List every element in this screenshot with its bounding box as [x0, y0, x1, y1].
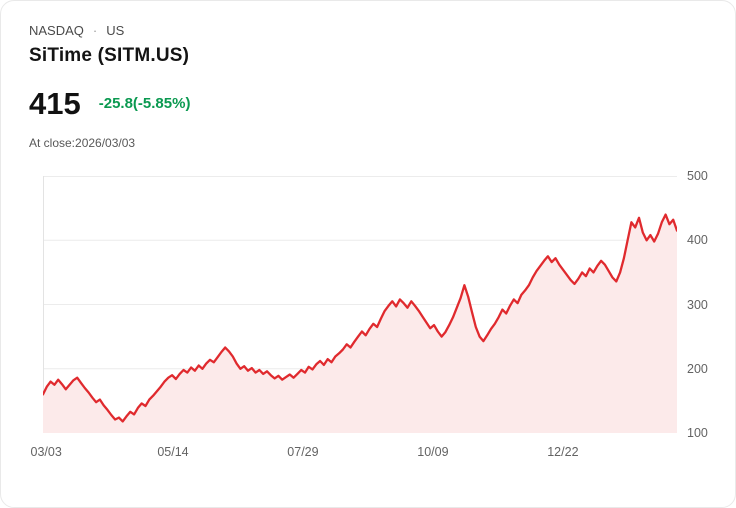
x-axis-label: 12/22: [547, 445, 579, 459]
exchange-row: NASDAQ · US: [29, 23, 707, 38]
y-axis-label: 400: [687, 233, 708, 248]
y-axis-label: 500: [687, 169, 708, 183]
chart-plot[interactable]: [43, 176, 677, 433]
stock-header: NASDAQ · US SiTime (SITM.US) 415 -25.8(-…: [1, 1, 735, 150]
region-label: US: [106, 23, 125, 38]
x-axis-label: 07/29: [287, 445, 319, 459]
chart-canvas[interactable]: [43, 176, 677, 433]
page-title: SiTime (SITM.US): [29, 45, 190, 66]
x-axis-label: 05/14: [157, 445, 189, 459]
x-axis-label: 03/03: [30, 445, 62, 459]
y-axis-label: 100: [687, 426, 708, 440]
x-axis: 03/03 05/14 07/29 10/09 12/22: [31, 433, 677, 467]
x-axis-label: 10/09: [417, 445, 449, 459]
y-axis-label: 200: [687, 361, 708, 376]
price-chart[interactable]: 100 200 300 400 500 03/03 05/14 07/29 10/09 12/2…: [31, 169, 721, 467]
price-change: -25.8(-5.85%): [98, 95, 191, 112]
y-axis: 100 200 300 400 500: [677, 169, 721, 440]
price-row: 415 -25.8(-5.85%): [29, 88, 707, 119]
separator-dot: ·: [92, 23, 98, 38]
y-axis-label: 300: [687, 297, 708, 312]
exchange-label: NASDAQ: [29, 23, 84, 38]
close-note: At close:2026/03/03: [29, 136, 136, 150]
price-value: 415: [29, 86, 81, 121]
